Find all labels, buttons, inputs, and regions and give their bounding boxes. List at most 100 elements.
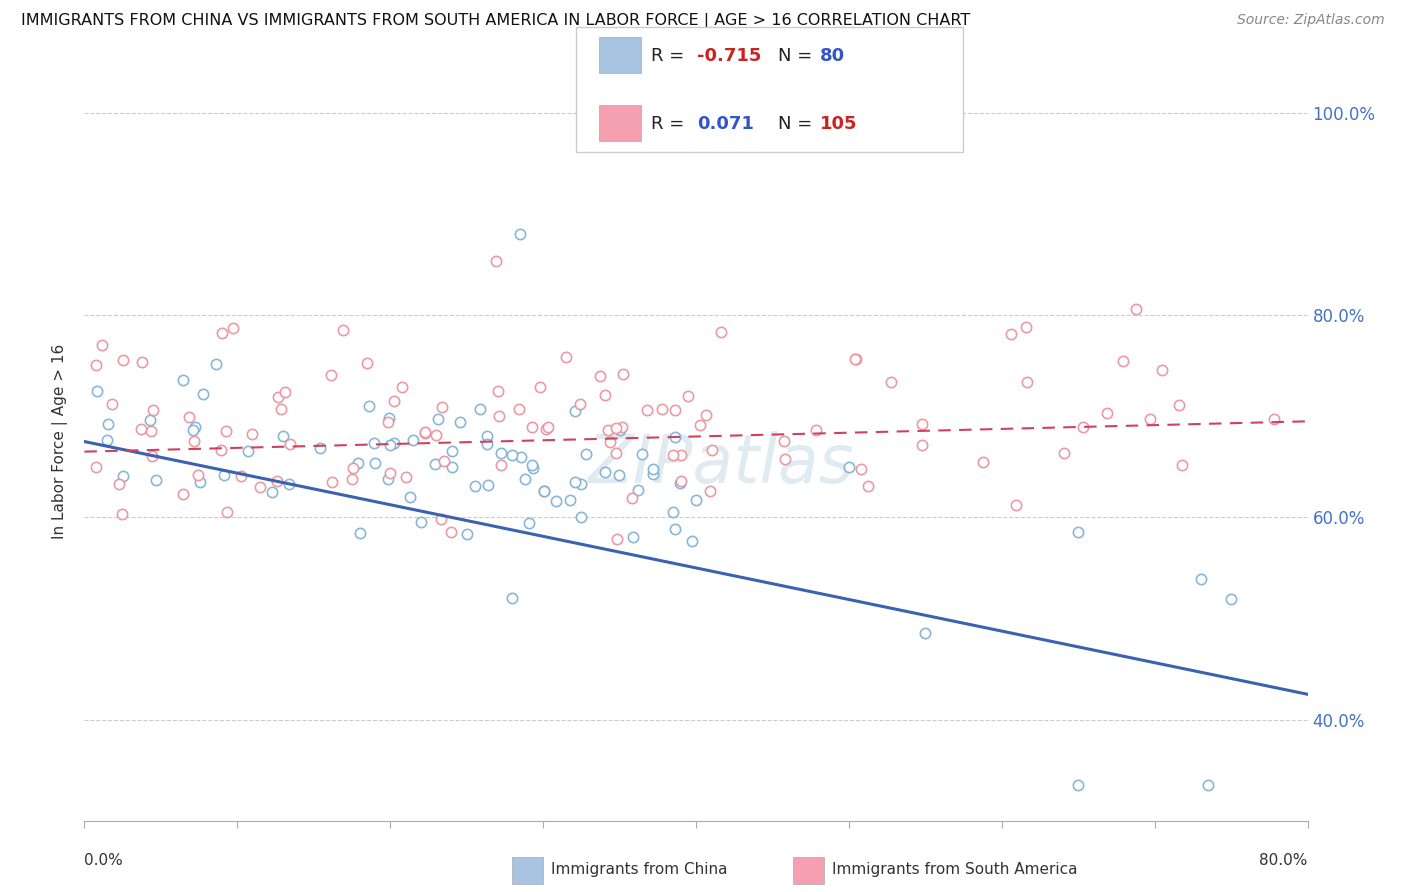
Point [689,417,711,432]
Point [676,389,699,403]
Point [433,454,456,468]
Point [131,355,153,369]
Point [558,493,581,508]
Text: -0.715: -0.715 [697,47,762,65]
Text: R =: R = [651,115,690,133]
Point [183,434,205,448]
Point [522,461,544,475]
Point [485,253,508,268]
Point [215,425,238,439]
Point [142,403,165,417]
Point [211,326,233,340]
Point [508,402,530,417]
Point [1067,524,1090,539]
Point [84,358,107,372]
Point [380,466,402,480]
Point [564,404,586,418]
Y-axis label: In Labor Force | Age > 16: In Labor Force | Age > 16 [52,344,69,539]
Point [101,397,124,411]
Point [844,351,866,366]
Point [546,493,568,508]
Point [610,420,633,434]
Point [363,436,385,450]
Point [427,412,450,426]
Point [596,423,619,437]
Point [502,591,524,606]
Point [332,323,354,337]
Point [364,456,387,470]
Text: 0.071: 0.071 [697,115,754,133]
Point [274,384,297,399]
Point [440,525,463,540]
Point [262,485,284,500]
Text: 80: 80 [820,47,845,65]
Text: Immigrants from China: Immigrants from China [551,863,728,877]
Point [593,465,616,479]
Point [1015,320,1038,334]
Text: R =: R = [651,47,690,65]
Point [509,450,531,465]
Point [489,446,512,460]
Point [468,402,491,417]
Point [349,525,371,540]
Point [1095,406,1118,420]
Point [1197,778,1219,792]
Point [845,351,868,366]
Point [340,472,363,486]
Point [607,467,630,482]
Point [662,449,685,463]
Point [911,417,934,431]
Point [238,444,260,458]
Point [569,477,592,491]
Point [464,479,486,493]
Point [911,438,934,452]
Point [533,483,555,498]
Point [537,420,560,434]
Point [179,409,201,424]
Point [441,444,464,458]
Point [191,386,214,401]
Point [631,447,654,461]
Point [402,434,425,448]
Point [1139,411,1161,425]
Point [475,437,498,451]
Point [240,426,263,441]
Point [456,527,478,541]
Point [141,449,163,463]
Point [321,368,343,382]
Point [270,402,292,417]
Point [145,473,167,487]
Point [605,445,627,459]
Point [699,483,721,498]
Point [321,475,343,490]
Point [486,384,509,398]
Point [488,409,510,423]
Point [609,423,631,437]
Point [671,474,693,488]
Point [440,460,463,475]
Point [181,423,204,437]
Point [1168,398,1191,412]
Point [522,419,544,434]
Point [187,467,209,482]
Point [172,487,194,501]
Point [515,472,537,486]
Point [621,491,644,506]
Text: Immigrants from South America: Immigrants from South America [832,863,1078,877]
Point [377,472,399,486]
Point [1067,778,1090,792]
Text: 0.0%: 0.0% [84,853,124,868]
Point [1000,326,1022,341]
Point [502,448,524,462]
Point [773,452,796,467]
Point [651,402,673,417]
Point [398,490,420,504]
Point [605,421,627,435]
Point [215,506,238,520]
Text: ZIPatlas: ZIPatlas [588,432,853,497]
Point [536,422,558,436]
Point [112,353,135,368]
Point [533,484,555,499]
Point [231,469,253,483]
Text: N =: N = [778,115,817,133]
